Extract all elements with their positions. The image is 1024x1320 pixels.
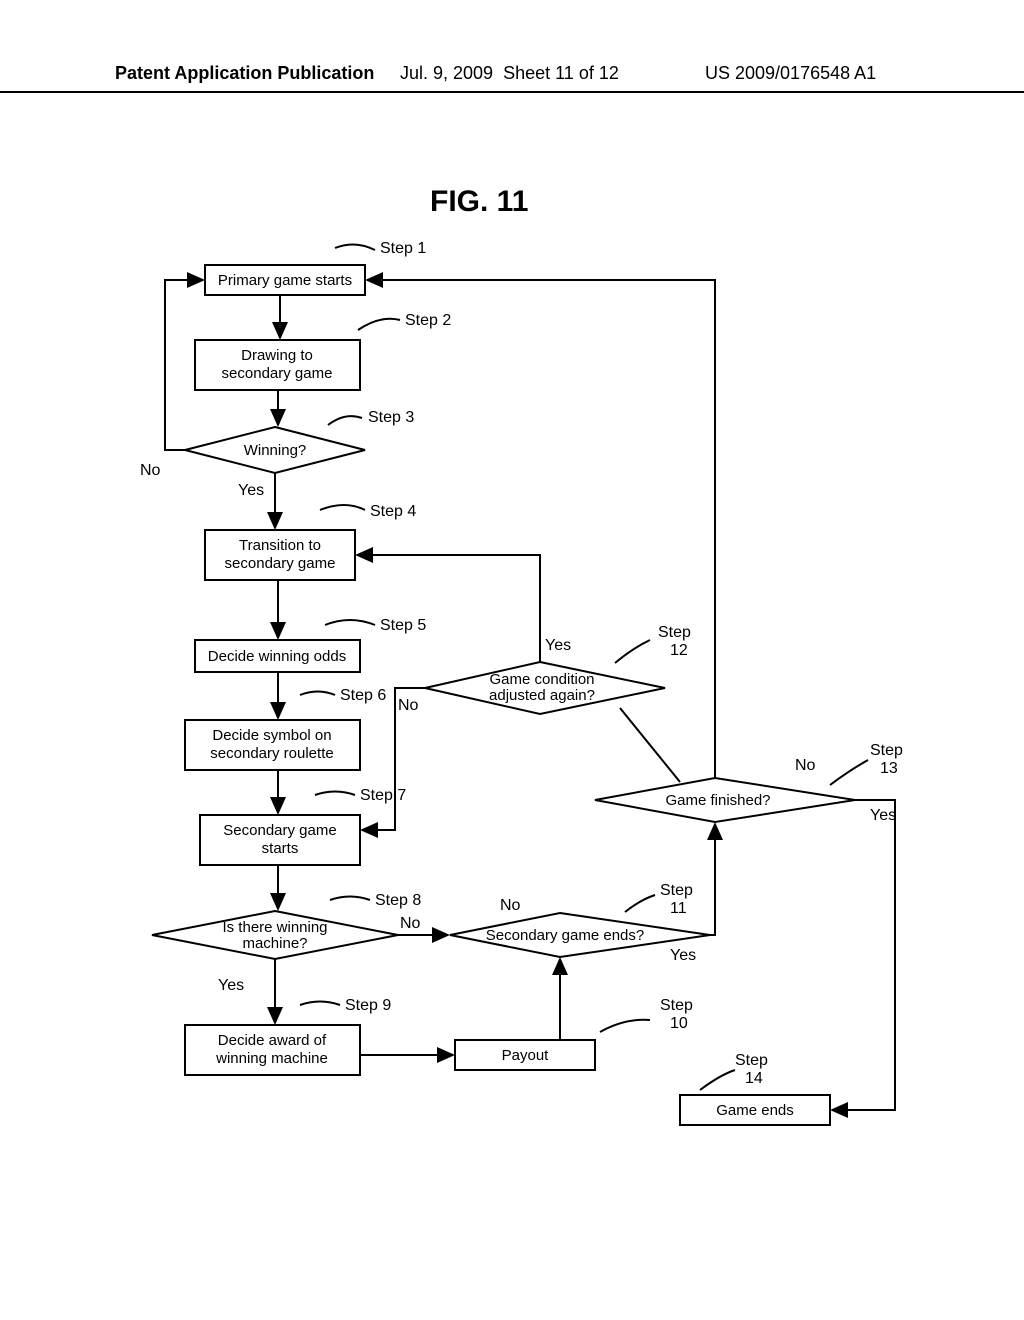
node-step4-text1: Transition to	[239, 537, 321, 554]
label-step3: Step 3	[368, 409, 414, 426]
leader-step12	[615, 640, 650, 663]
label-step11-a: Step	[660, 882, 693, 899]
edge-s12-no-label: No	[398, 697, 419, 714]
node-step8-text1: Is there winning	[222, 919, 327, 936]
edge-s8-no-label: No	[400, 915, 421, 932]
node-step8-text2: machine?	[242, 935, 307, 952]
edge-s11-no-label: No	[500, 897, 521, 914]
leader-step9	[300, 1002, 340, 1006]
edge-s12-s13diag	[620, 708, 680, 782]
node-step11-text: Secondary game ends?	[486, 927, 644, 944]
label-step9: Step 9	[345, 997, 391, 1014]
edge-s11-yes	[710, 824, 715, 935]
node-step4-text2: secondary game	[225, 555, 336, 572]
node-step6-text1: Decide symbol on	[212, 727, 331, 744]
edge-s3-yes-label: Yes	[238, 482, 264, 499]
label-step2: Step 2	[405, 312, 451, 329]
label-step8: Step 8	[375, 892, 421, 909]
node-step6-text2: secondary roulette	[210, 745, 333, 762]
node-step13-text: Game finished?	[665, 792, 770, 809]
label-step1: Step 1	[380, 240, 426, 257]
label-step13-b: 13	[880, 760, 898, 777]
node-step7-text1: Secondary game	[223, 822, 336, 839]
leader-step7	[315, 792, 355, 796]
label-step12-b: 12	[670, 642, 688, 659]
node-step3-text: Winning?	[244, 442, 307, 459]
leader-step3	[328, 416, 362, 425]
label-step10-b: 10	[670, 1015, 688, 1032]
node-step7-text2: starts	[262, 840, 299, 857]
node-step2-text1: Drawing to	[241, 347, 313, 364]
leader-step1	[335, 244, 375, 250]
label-step14-b: 14	[745, 1070, 763, 1087]
node-step12-text2: adjusted again?	[489, 687, 595, 704]
leader-step4	[320, 505, 365, 510]
node-step2-text2: secondary game	[222, 365, 333, 382]
node-step14-text: Game ends	[716, 1102, 794, 1119]
edge-s13-yes	[832, 800, 895, 1110]
edge-s13-no-label: No	[795, 757, 816, 774]
edge-s12-yes-label: Yes	[545, 637, 571, 654]
leader-step8	[330, 897, 370, 901]
leader-step5	[325, 620, 375, 625]
label-step11-b: 11	[670, 900, 687, 917]
node-step9-text2: winning machine	[215, 1050, 328, 1067]
leader-step11	[625, 895, 655, 912]
leader-step10	[600, 1020, 650, 1032]
node-step12-text1: Game condition	[489, 671, 594, 688]
edge-s11-yes-label: Yes	[670, 947, 696, 964]
leader-step2	[358, 319, 400, 330]
label-step13-a: Step	[870, 742, 903, 759]
label-step7: Step 7	[360, 787, 406, 804]
label-step4: Step 4	[370, 503, 416, 520]
label-step6: Step 6	[340, 687, 386, 704]
label-step10-a: Step	[660, 997, 693, 1014]
label-step12-a: Step	[658, 624, 691, 641]
node-step5-text: Decide winning odds	[208, 648, 346, 665]
edge-s3-no-label: No	[140, 462, 161, 479]
leader-step13	[830, 760, 868, 785]
flowchart-svg: Primary game starts Step 1 Drawing to se…	[0, 0, 1024, 1320]
label-step14-a: Step	[735, 1052, 768, 1069]
node-step10-text: Payout	[502, 1047, 550, 1064]
edge-s13-yes-label: Yes	[870, 807, 896, 824]
edge-s8-yes-label: Yes	[218, 977, 244, 994]
node-step9-text1: Decide award of	[218, 1032, 327, 1049]
leader-step6	[300, 692, 335, 696]
leader-step14	[700, 1070, 735, 1090]
page: Patent Application Publication Jul. 9, 2…	[0, 0, 1024, 1320]
label-step5: Step 5	[380, 617, 426, 634]
node-step1-text: Primary game starts	[218, 272, 352, 289]
edge-s12-yes	[357, 555, 540, 662]
